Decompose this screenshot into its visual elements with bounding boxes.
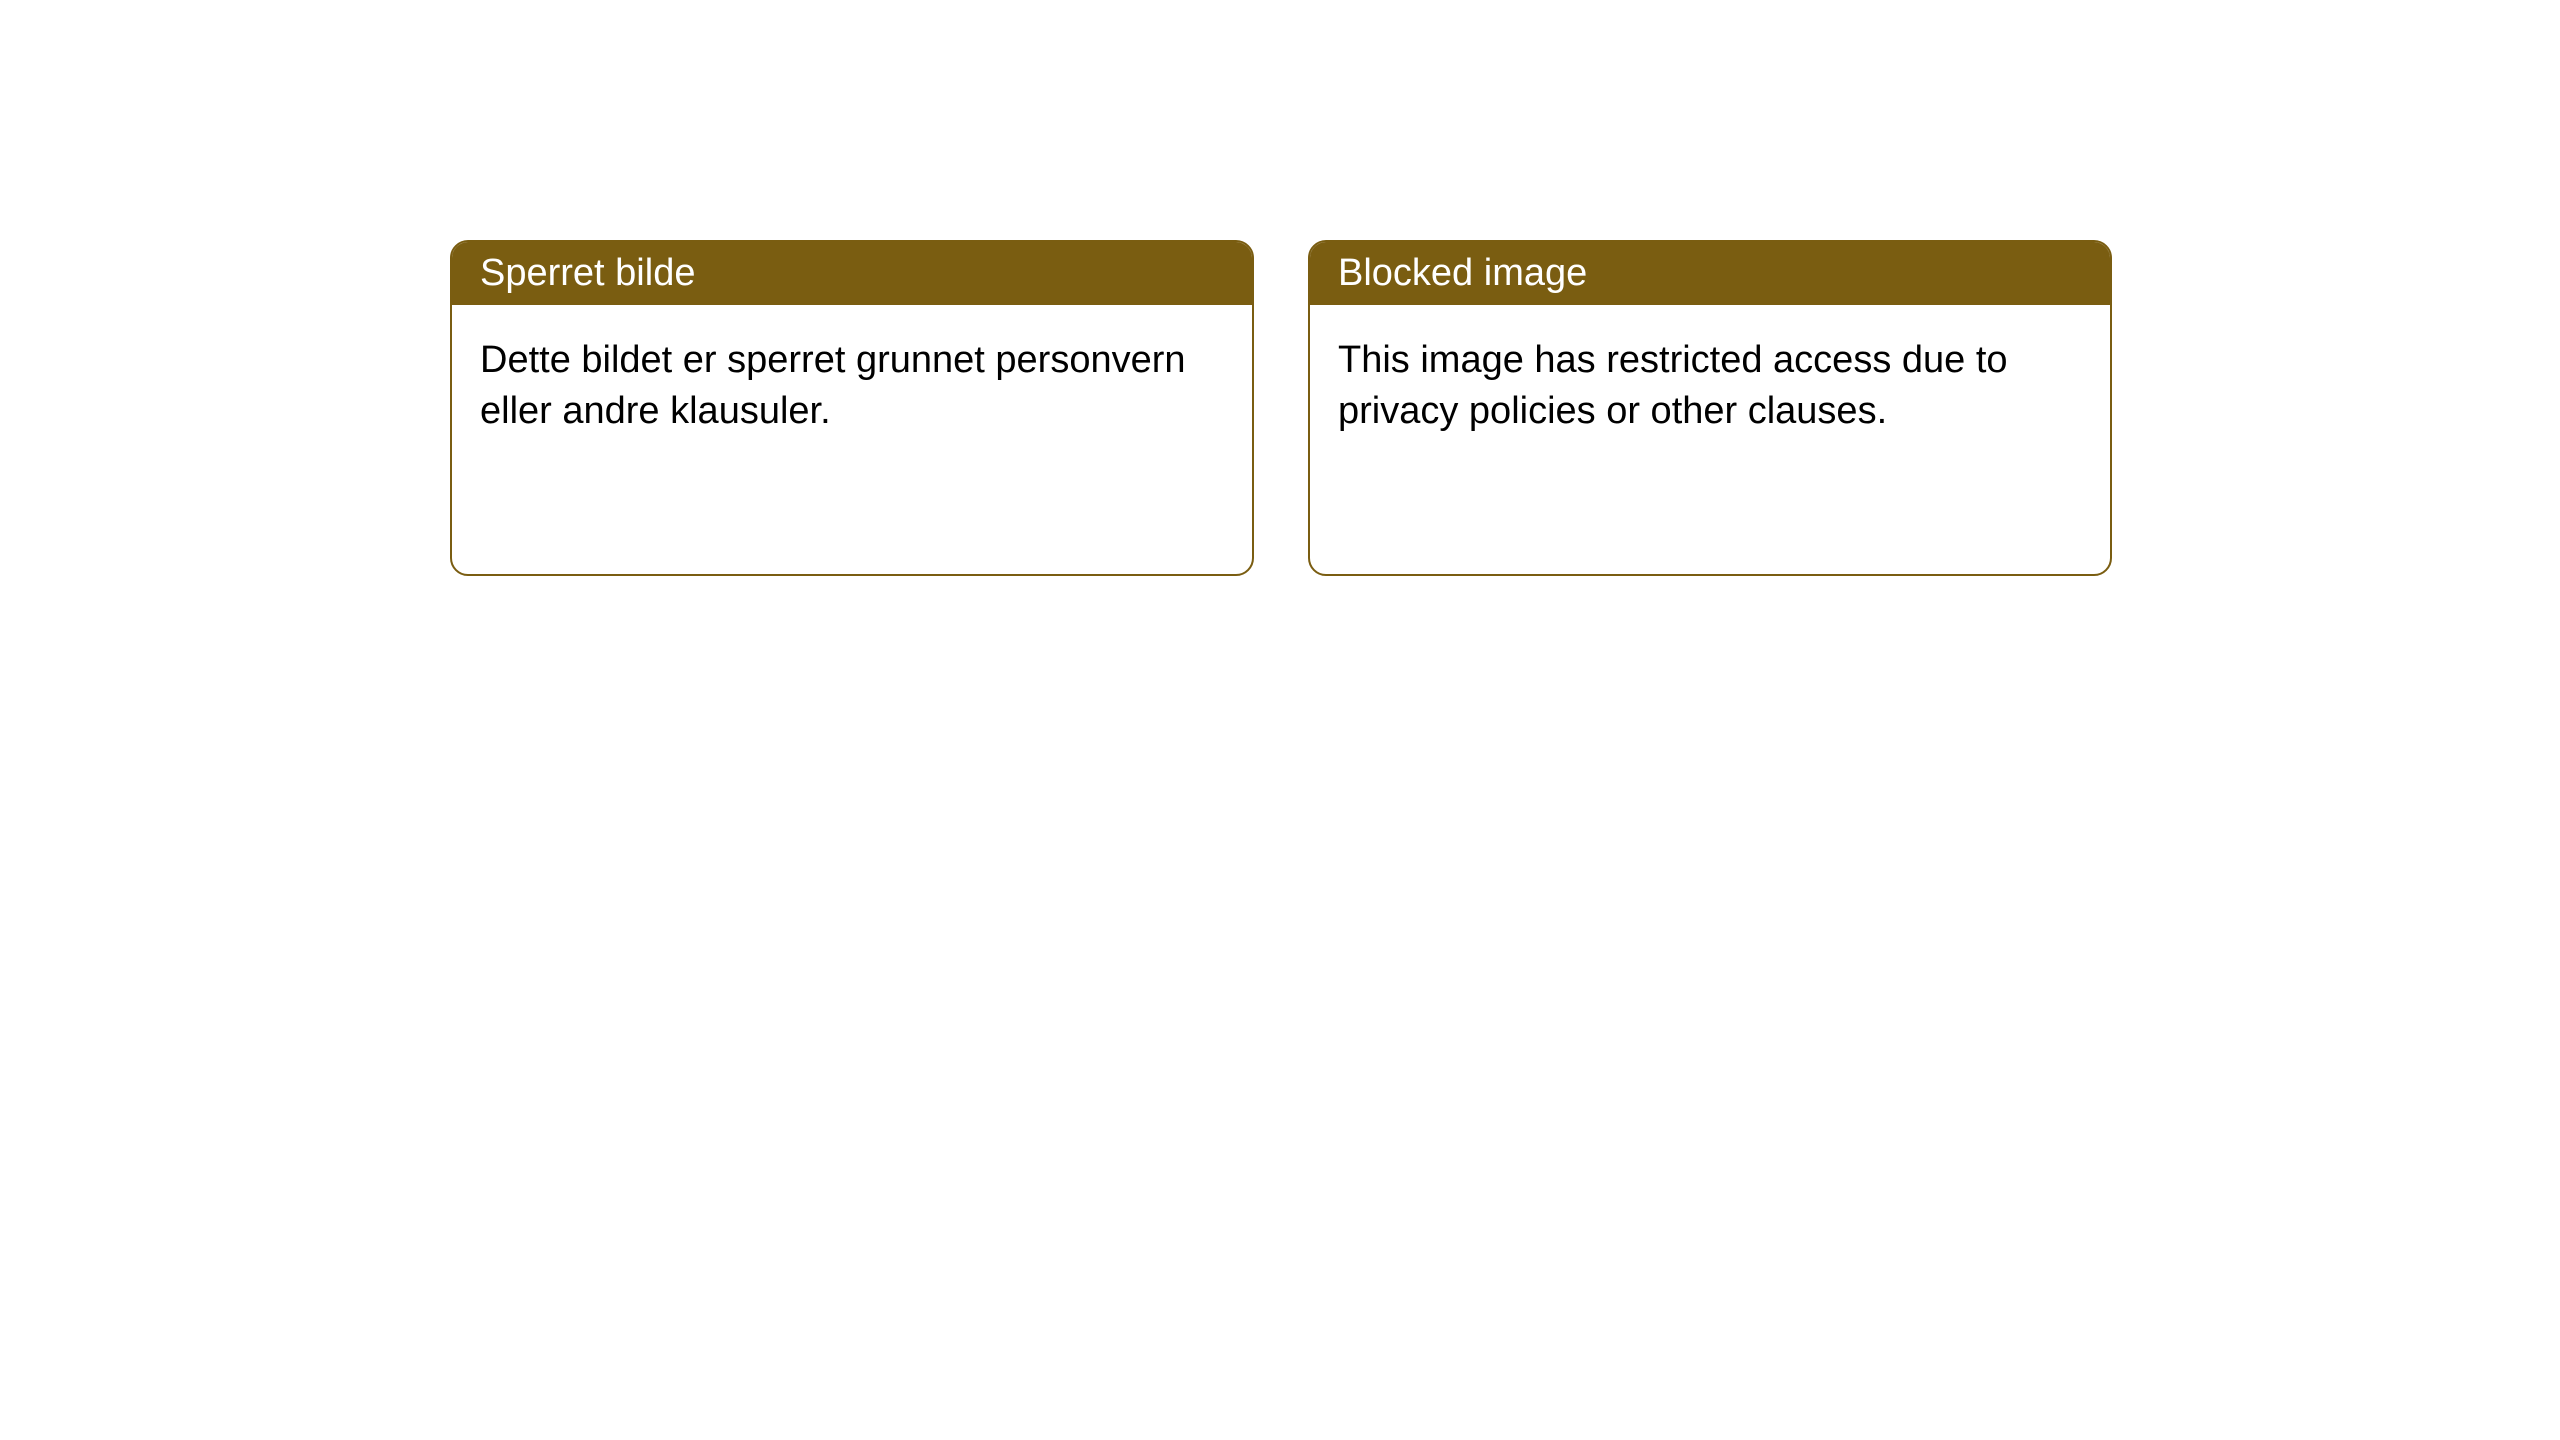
card-body: Dette bildet er sperret grunnet personve… (452, 305, 1252, 468)
card-body-text: This image has restricted access due to … (1338, 339, 2008, 432)
card-title: Blocked image (1338, 252, 1587, 294)
card-body-text: Dette bildet er sperret grunnet personve… (480, 339, 1186, 432)
card-header: Blocked image (1310, 242, 2110, 305)
card-header: Sperret bilde (452, 242, 1252, 305)
card-title: Sperret bilde (480, 252, 695, 294)
card-container: Sperret bilde Dette bildet er sperret gr… (0, 0, 2560, 576)
card-norwegian: Sperret bilde Dette bildet er sperret gr… (450, 240, 1254, 576)
card-english: Blocked image This image has restricted … (1308, 240, 2112, 576)
card-body: This image has restricted access due to … (1310, 305, 2110, 468)
